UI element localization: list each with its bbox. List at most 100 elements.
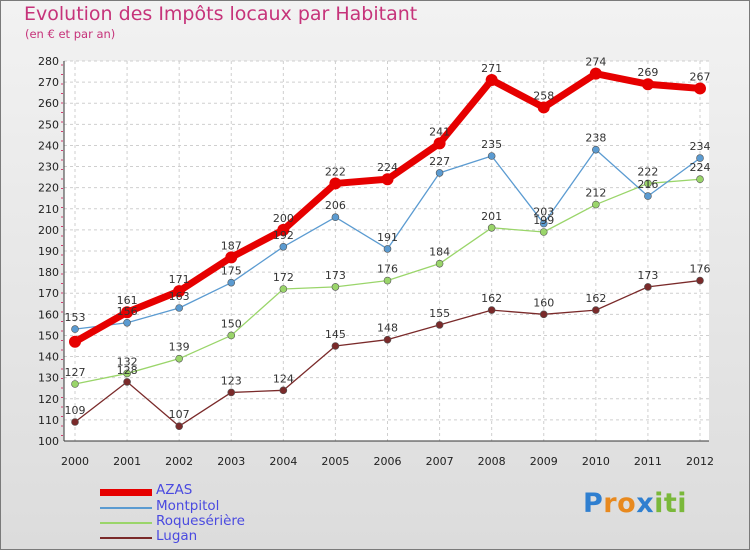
logo-letter: i [677,488,688,519]
legend-swatch [100,489,152,496]
x-tick-label: 2007 [426,455,454,468]
data-label: 139 [169,341,190,354]
data-label: 271 [481,62,502,75]
data-label: 224 [690,161,711,174]
data-point [227,331,236,340]
data-label: 172 [273,271,294,284]
data-point [487,223,496,232]
data-label: 175 [221,265,242,278]
data-label: 162 [585,292,606,305]
data-point [694,82,706,95]
data-point [433,137,446,150]
data-point [644,192,652,200]
data-label: 238 [585,132,606,145]
data-point [592,200,600,209]
legend-swatch [100,522,152,524]
x-tick-label: 2000 [61,455,89,468]
y-tick-label: 270 [38,76,59,89]
data-point [329,177,342,190]
data-label: 173 [637,269,658,282]
data-point [487,152,496,160]
data-point [383,276,392,285]
data-point [277,223,290,236]
proxiti-logo: Proxiti [583,488,687,519]
data-point [539,219,548,228]
data-point [173,285,186,298]
data-point [227,388,236,397]
data-label: 176 [690,263,711,276]
data-point [331,342,340,350]
data-label: 123 [221,374,242,387]
data-point [71,418,79,426]
data-label: 222 [637,165,658,178]
data-point [435,169,444,177]
data-label: 274 [585,56,606,69]
data-label: 173 [325,269,346,282]
data-point [696,175,704,184]
data-label: 212 [585,187,606,200]
y-tick-label: 170 [38,287,59,300]
data-point [641,78,654,91]
data-point [227,278,236,287]
data-label: 206 [325,199,346,212]
logo-letter: x [636,488,655,519]
logo-letter: i [654,488,664,519]
data-label: 199 [533,214,554,227]
data-point [696,154,704,162]
y-tick-label: 200 [38,224,59,237]
x-tick-label: 2001 [113,455,141,468]
y-tick-label: 140 [38,351,59,364]
data-label: 109 [65,404,86,417]
data-label: 224 [377,161,398,174]
data-point [225,251,238,264]
y-tick-label: 280 [38,55,59,68]
data-label: 161 [117,294,138,307]
data-label: 127 [65,366,86,379]
x-tick-label: 2002 [165,455,193,468]
data-label: 258 [533,89,554,102]
y-tick-label: 240 [38,139,59,152]
legend-swatch [100,537,152,539]
data-point [279,242,288,251]
legend-label: Lugan [156,528,198,544]
logo-letter: P [583,488,604,519]
data-point [485,74,498,86]
chart-title: Evolution des Impôts locaux par Habitant [24,3,418,25]
x-tick-label: 2009 [530,455,558,468]
data-label: 227 [429,155,450,168]
data-label: 241 [429,125,450,138]
data-point [435,259,444,268]
y-tick-label: 190 [38,245,59,258]
y-tick-label: 230 [38,161,59,174]
y-tick-label: 120 [38,393,59,406]
data-point [71,380,79,388]
data-label: 145 [325,328,346,341]
data-label: 156 [117,305,138,318]
logo-letter: o [617,488,637,519]
data-label: 176 [377,263,398,276]
data-point [279,285,288,293]
data-point [589,67,602,80]
data-label: 201 [481,210,502,223]
data-point [121,306,134,319]
legend-swatch [100,507,152,509]
data-label: 234 [690,140,711,153]
data-label: 153 [65,311,86,324]
x-tick-label: 2008 [478,455,506,468]
data-point [279,386,288,395]
y-tick-label: 100 [38,435,59,448]
data-point [537,101,550,114]
x-tick-label: 2010 [582,455,610,468]
data-label: 187 [221,239,242,252]
y-tick-label: 130 [38,372,59,385]
data-label: 203 [533,206,554,219]
data-point [435,321,444,329]
y-tick-label: 110 [38,414,59,427]
x-tick-label: 2011 [634,455,662,468]
data-label: 163 [169,290,190,303]
data-label: 235 [481,138,502,151]
data-point [696,276,704,285]
data-point [539,310,548,319]
data-point [331,213,340,222]
